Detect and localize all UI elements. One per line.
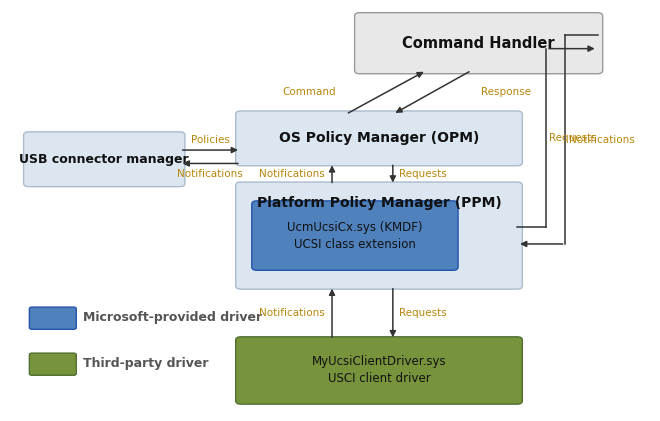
Text: Third-party driver: Third-party driver [83,357,209,370]
Text: Policies: Policies [191,135,230,145]
Text: Command Handler: Command Handler [403,36,555,51]
FancyBboxPatch shape [29,307,77,329]
Text: Requests: Requests [549,133,597,143]
Text: Notifications: Notifications [259,308,324,318]
FancyBboxPatch shape [24,132,185,187]
Text: USB connector manager: USB connector manager [19,153,189,166]
Text: Notifications: Notifications [259,169,324,179]
Text: Requests: Requests [399,169,447,179]
Text: Response: Response [481,87,531,97]
FancyBboxPatch shape [236,182,522,289]
FancyBboxPatch shape [354,13,603,74]
Text: Platform Policy Manager (PPM): Platform Policy Manager (PPM) [257,196,502,210]
Text: Notifications: Notifications [178,169,243,179]
Text: MyUcsiClientDriver.sys
USCI client driver: MyUcsiClientDriver.sys USCI client drive… [312,355,446,386]
Text: Microsoft-provided driver: Microsoft-provided driver [83,312,263,325]
Text: Notifications: Notifications [569,134,634,144]
Text: Command: Command [282,87,336,97]
Text: OS Policy Manager (OPM): OS Policy Manager (OPM) [279,131,479,145]
FancyBboxPatch shape [251,201,458,270]
FancyBboxPatch shape [236,337,522,404]
FancyBboxPatch shape [236,111,522,166]
FancyBboxPatch shape [29,353,77,375]
Text: Requests: Requests [399,308,447,318]
Text: UcmUcsiCx.sys (KMDF)
UCSI class extension: UcmUcsiCx.sys (KMDF) UCSI class extensio… [287,221,422,250]
